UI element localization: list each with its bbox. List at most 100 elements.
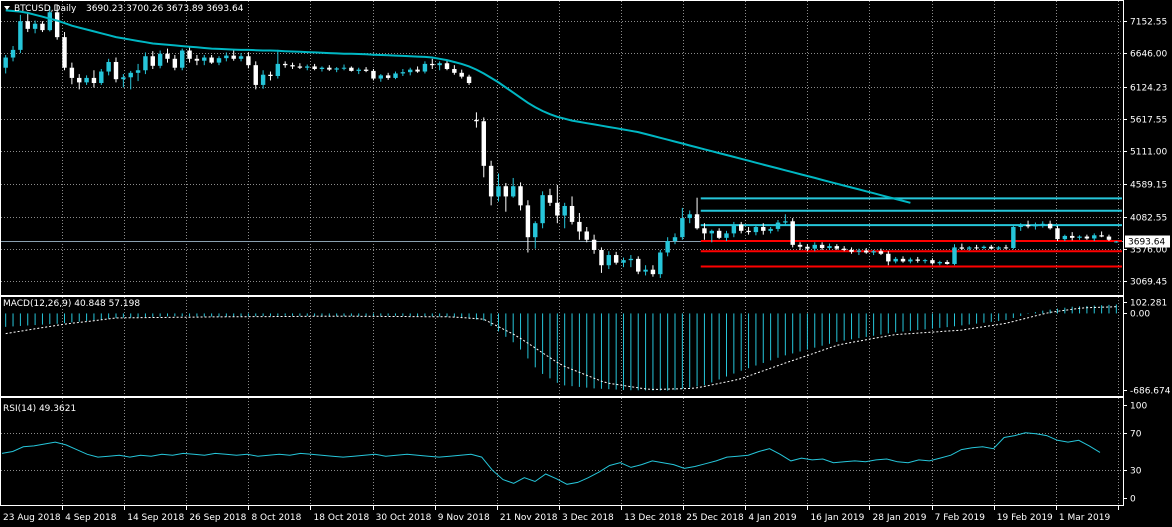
candle-body: [783, 221, 788, 223]
candle-body: [533, 223, 538, 238]
candle-body: [790, 221, 795, 245]
candle-body: [408, 69, 413, 73]
candle-body: [319, 67, 325, 69]
symbol-menu[interactable]: BTCUSD,Daily: [4, 4, 77, 14]
candle-body: [930, 260, 935, 264]
y-tick-label: 7152.55: [1130, 18, 1167, 28]
candle-body: [878, 251, 884, 254]
candle-body: [989, 246, 994, 249]
candle-body: [510, 186, 516, 197]
candle-body: [312, 66, 317, 69]
candle-body: [775, 222, 781, 229]
candle-body: [893, 258, 898, 262]
candle-body: [363, 69, 369, 71]
rsi-y-tick-label: 30: [1130, 467, 1142, 477]
candle-body: [864, 250, 869, 253]
candle-body: [1018, 225, 1023, 228]
candle-body: [452, 68, 457, 73]
grid-layer: [1, 1, 1123, 505]
candle-body: [562, 205, 567, 216]
candle-body: [385, 75, 391, 78]
candle-body: [805, 246, 810, 249]
candle-body: [10, 49, 16, 58]
candle-body: [194, 58, 200, 61]
chevron-down-icon[interactable]: [4, 6, 10, 10]
rsi-y-tick-label: 100: [1130, 402, 1147, 412]
candle-body: [1003, 247, 1009, 249]
candle-body: [121, 77, 126, 80]
candle-body: [18, 21, 23, 50]
candle-body: [922, 260, 928, 262]
candle-body: [952, 247, 957, 264]
rsi-y-tick-label: 0: [1130, 495, 1136, 505]
candle-body: [216, 58, 222, 63]
candle-body: [1062, 235, 1068, 240]
candle-body: [474, 119, 479, 122]
candle-body: [665, 241, 670, 253]
y-tick-label: 4589.15: [1130, 181, 1167, 191]
candle-body: [738, 224, 744, 231]
candle-body: [981, 246, 987, 249]
candle-body: [246, 56, 251, 66]
x-tick-label: 8 Oct 2018: [251, 513, 301, 523]
candle-body: [106, 61, 111, 72]
candle-body: [466, 76, 472, 84]
candle-body: [437, 63, 442, 66]
x-tick-label: 19 Feb 2019: [997, 513, 1053, 523]
candle-body: [459, 72, 464, 77]
candle-body: [275, 63, 281, 76]
x-tick-label: 14 Sep 2018: [127, 513, 184, 523]
candle-body: [47, 12, 53, 31]
rsi-title: RSI(14) 49.3621: [3, 404, 76, 414]
candle-body: [297, 66, 303, 68]
candle-body: [150, 56, 155, 66]
x-tick-label: 26 Sep 2018: [189, 513, 246, 523]
y-tick-label: 4082.55: [1130, 214, 1167, 224]
candle-body: [349, 67, 354, 71]
candle-body: [841, 248, 847, 250]
candle-body: [628, 258, 634, 261]
x-tick-label: 30 Oct 2018: [376, 513, 432, 523]
candle-body: [650, 269, 656, 275]
candle-body: [886, 253, 891, 262]
candle-body: [327, 67, 332, 70]
candle-body: [290, 65, 295, 67]
candle-body: [99, 71, 104, 84]
candle-body: [959, 247, 965, 249]
candle-body: [834, 246, 840, 249]
candle-body: [525, 205, 531, 238]
candle-body: [944, 262, 950, 264]
candle-body: [753, 227, 759, 233]
candle-body: [1040, 223, 1045, 225]
candle-body: [621, 260, 626, 263]
y-tick-label: 3576.00: [1130, 246, 1167, 256]
candle-body: [849, 249, 854, 252]
rsi-layer: [1, 432, 1101, 485]
x-tick-label: 25 Dec 2018: [686, 513, 744, 523]
candle-body: [25, 21, 30, 29]
candle-body: [974, 247, 979, 249]
candle-body: [1033, 224, 1038, 227]
candle-body: [231, 55, 236, 59]
macd-panel-frame: [0, 296, 1124, 397]
candle-body: [305, 66, 310, 68]
candle-body: [856, 250, 862, 252]
candle-body: [84, 77, 89, 83]
candle-body: [179, 50, 185, 68]
candle-body: [599, 249, 604, 266]
rsi-line: [1, 432, 1101, 485]
candle-body: [812, 244, 817, 249]
candle-body: [143, 56, 148, 71]
candle-body: [540, 195, 545, 224]
candle-body: [113, 61, 119, 80]
macd-y-tick-label: 0.00: [1130, 310, 1150, 320]
candle-body: [797, 244, 803, 247]
candle-body: [1069, 235, 1075, 238]
candle-body: [584, 231, 589, 240]
price-layer: [1, 4, 1123, 278]
candle-body: [172, 58, 178, 68]
candle-body: [91, 77, 97, 84]
rsi-y-tick-label: 70: [1130, 430, 1142, 440]
x-tick-label: 23 Aug 2018: [3, 513, 61, 523]
y-tick-label: 3069.45: [1130, 278, 1167, 288]
